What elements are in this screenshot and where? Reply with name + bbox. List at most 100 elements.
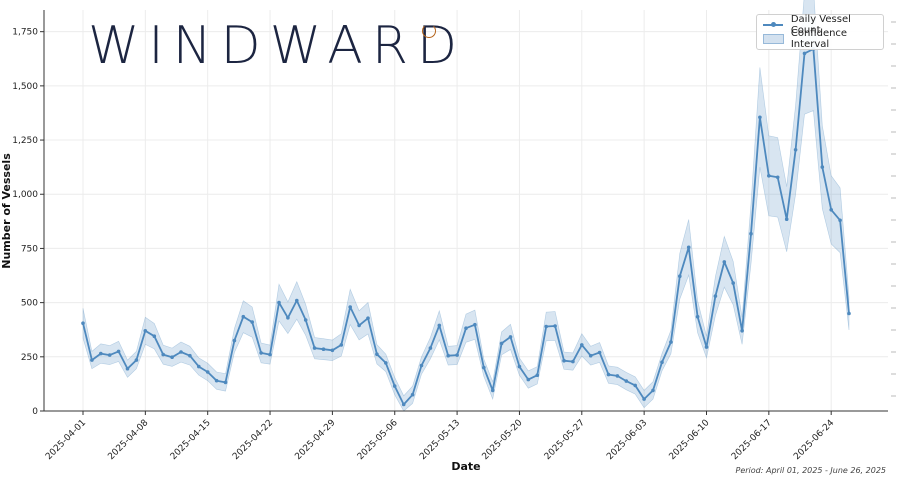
- data-point: [775, 175, 780, 180]
- data-point: [499, 341, 504, 346]
- data-point: [829, 208, 833, 212]
- data-point: [731, 281, 735, 285]
- data-point: [740, 329, 744, 333]
- x-tick-label: 2025-04-08: [106, 418, 150, 462]
- data-point: [268, 352, 272, 357]
- chart-legend: Daily Vessel Count Confidence Interval: [756, 14, 884, 50]
- x-tick-label: 2025-06-10: [668, 418, 712, 462]
- data-point: [669, 340, 673, 344]
- data-point: [722, 260, 727, 264]
- data-point: [375, 352, 379, 357]
- data-point: [784, 217, 789, 221]
- data-point: [286, 316, 290, 320]
- x-tick-label: 2025-04-15: [169, 418, 213, 462]
- y-axis-title: Number of Vessels: [0, 153, 13, 269]
- x-tick-label: 2025-04-22: [231, 418, 275, 462]
- data-point: [580, 343, 584, 347]
- data-point: [517, 364, 522, 369]
- x-tick-label: 2025-06-17: [730, 418, 774, 462]
- data-point: [526, 377, 531, 382]
- x-tick-label: 2025-04-29: [293, 418, 337, 462]
- data-point: [473, 322, 477, 327]
- data-point: [847, 311, 851, 316]
- x-axis-title: Date: [451, 460, 480, 473]
- logo-ring-icon: [422, 24, 436, 38]
- x-tick-label: 2025-04-01: [44, 418, 88, 462]
- data-point: [197, 364, 201, 369]
- data-point: [419, 363, 424, 368]
- data-point: [597, 350, 602, 355]
- data-point: [410, 392, 415, 397]
- y-tick-label: 0: [32, 407, 38, 417]
- period-caption: Period: April 01, 2025 - June 26, 2025: [735, 466, 886, 475]
- data-point: [241, 314, 246, 319]
- data-point: [704, 345, 709, 349]
- series-line-layer: [82, 48, 850, 406]
- y-tick-label: 1,000: [12, 190, 38, 200]
- series-line-daily-vessel-count: [82, 48, 850, 406]
- data-point: [686, 245, 691, 250]
- y-tick-label: 1,250: [12, 136, 38, 146]
- data-point: [81, 321, 85, 326]
- data-point: [793, 148, 798, 152]
- data-point: [107, 353, 112, 357]
- x-tick-label: 2025-05-13: [418, 418, 462, 462]
- data-point: [295, 298, 299, 303]
- data-point: [749, 231, 753, 236]
- data-point: [312, 346, 317, 350]
- data-point: [767, 174, 771, 178]
- data-point: [161, 352, 165, 357]
- x-tick-label: 2025-06-24: [792, 418, 836, 462]
- data-point: [366, 316, 370, 321]
- data-point: [615, 374, 620, 378]
- data-point: [535, 373, 540, 378]
- y-tick-label: 500: [21, 299, 38, 309]
- data-point: [90, 358, 94, 362]
- data-point: [660, 360, 664, 365]
- data-point: [642, 397, 646, 401]
- data-point: [170, 355, 174, 360]
- data-point: [455, 353, 459, 357]
- data-point: [606, 372, 611, 377]
- y-ticks: 0 250 500 750 1,000 1,250 1,500 1,750: [12, 28, 44, 417]
- legend-entry-line: Daily Vessel Count: [763, 14, 883, 36]
- data-point: [214, 378, 219, 383]
- data-point: [152, 334, 157, 339]
- data-point: [357, 323, 361, 328]
- data-point: [125, 366, 130, 371]
- data-point: [802, 51, 807, 56]
- data-point: [232, 338, 237, 343]
- data-point: [134, 358, 139, 362]
- data-point: [339, 343, 344, 347]
- data-point: [188, 353, 192, 358]
- data-point: [303, 318, 308, 322]
- data-point: [508, 335, 513, 339]
- data-point: [99, 351, 103, 356]
- y-tick-label: 750: [21, 244, 38, 254]
- data-point: [820, 165, 825, 169]
- data-point: [490, 388, 495, 393]
- data-point: [348, 305, 353, 309]
- line-marker-icon: [763, 22, 783, 27]
- data-point: [588, 353, 593, 358]
- data-point: [437, 323, 442, 328]
- data-point: [179, 350, 183, 354]
- data-point: [401, 402, 406, 407]
- data-point: [482, 365, 486, 370]
- data-point: [277, 300, 281, 305]
- windward-logo: WINDWARD: [88, 18, 466, 74]
- data-point: [695, 314, 700, 319]
- data-point: [562, 358, 566, 363]
- data-point: [651, 388, 655, 393]
- data-point: [571, 359, 575, 364]
- legend-label-daily-count: Daily Vessel Count: [790, 14, 851, 36]
- x-ticks: 2025-04-01 2025-04-08 2025-04-15 2025-04-22…: [44, 411, 836, 462]
- data-point: [544, 324, 548, 329]
- data-point: [553, 324, 557, 328]
- data-point: [446, 353, 451, 358]
- data-point: [392, 384, 397, 388]
- data-point: [330, 348, 335, 353]
- data-point: [205, 370, 210, 374]
- data-point: [624, 379, 629, 383]
